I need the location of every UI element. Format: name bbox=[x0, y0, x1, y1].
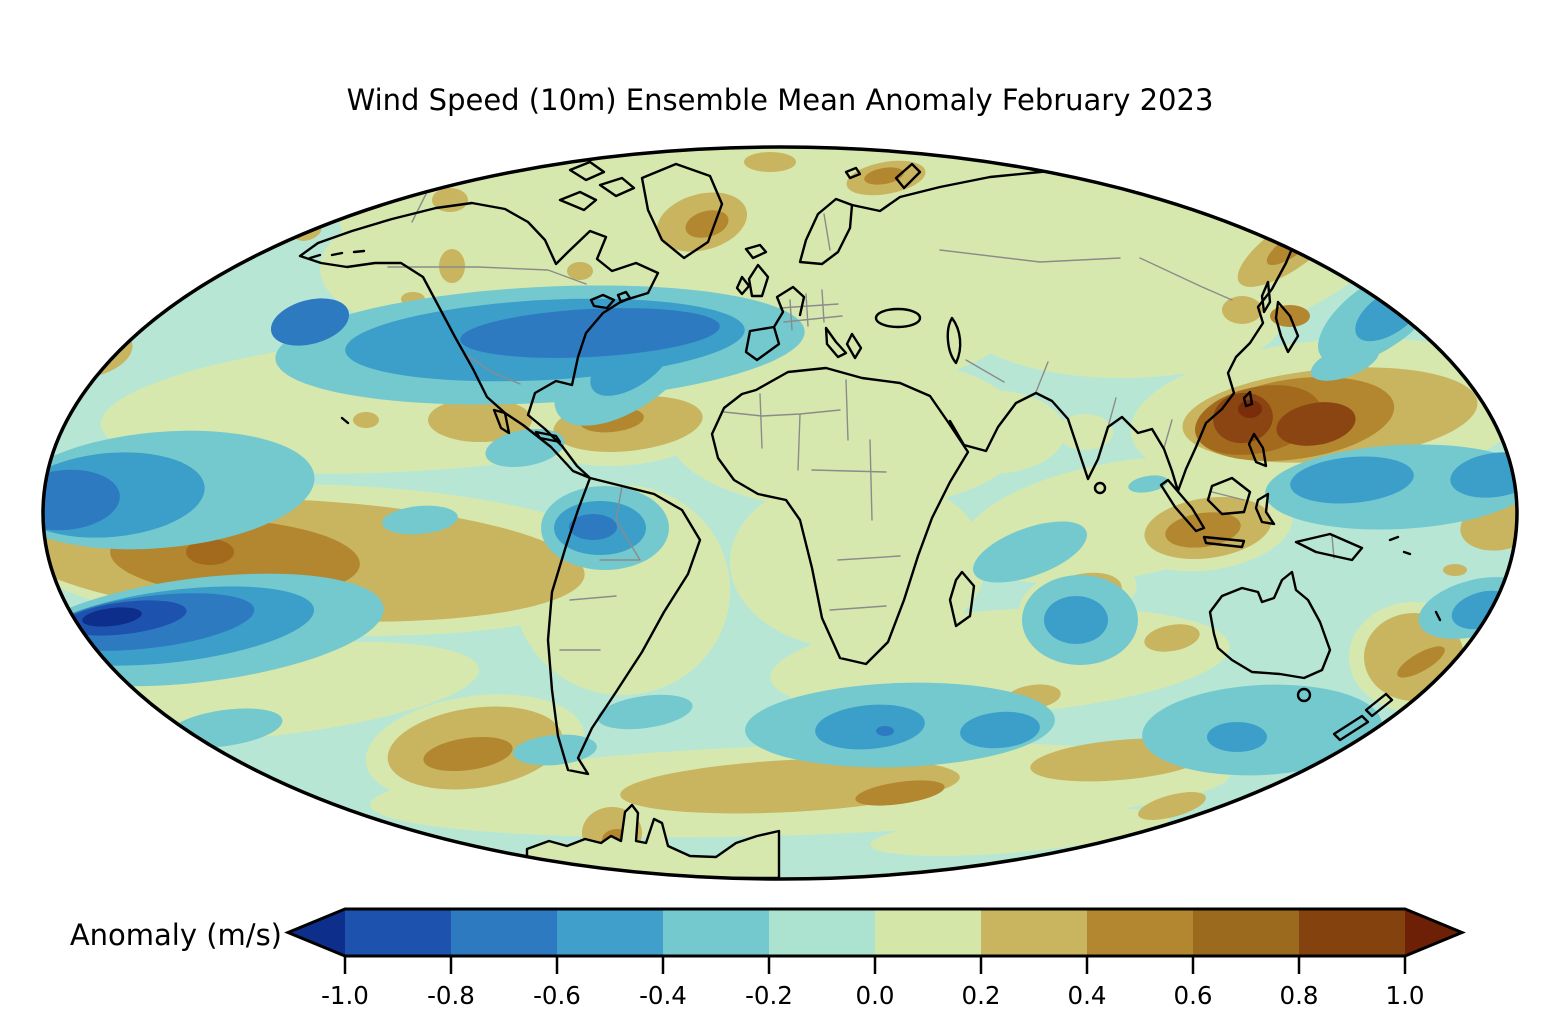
colorbar-segment bbox=[981, 909, 1088, 956]
colorbar-segment bbox=[875, 909, 982, 956]
colorbar-tick-label: 0.0 bbox=[856, 981, 895, 1010]
colorbar-tick-label: -0.8 bbox=[427, 981, 475, 1010]
colorbar-tick-label: 0.6 bbox=[1174, 981, 1213, 1010]
anomaly-blob-m3 bbox=[1207, 722, 1267, 752]
figure-page: Wind Speed (10m) Ensemble Mean Anomaly F… bbox=[0, 0, 1560, 1031]
colorbar-tick-label: 0.8 bbox=[1280, 981, 1319, 1010]
anomaly-blob-p2 bbox=[744, 152, 796, 172]
figure-title: Wind Speed (10m) Ensemble Mean Anomaly F… bbox=[347, 83, 1214, 117]
colorbar-segment bbox=[451, 909, 558, 956]
colorbar-tick-label: 0.2 bbox=[962, 981, 1001, 1010]
colorbar-tick-label: 1.0 bbox=[1386, 981, 1425, 1010]
anomaly-blob-p2 bbox=[439, 249, 465, 283]
anomaly-blob-m3 bbox=[1044, 596, 1108, 644]
wind-anomaly-figure: Wind Speed (10m) Ensemble Mean Anomaly F… bbox=[0, 0, 1560, 1031]
colorbar-tick-label: -1.0 bbox=[321, 981, 369, 1010]
colorbar-segment bbox=[663, 909, 770, 956]
colorbar-over-arrow bbox=[1405, 909, 1462, 956]
colorbar-segment bbox=[769, 909, 876, 956]
colorbar-segment bbox=[1193, 909, 1300, 956]
world-map bbox=[1, 130, 1560, 879]
colorbar-under-arrow bbox=[288, 909, 345, 956]
anomaly-blob-p1 bbox=[915, 390, 1065, 474]
anomaly-blob-p6 bbox=[1238, 400, 1262, 418]
anomaly-blob-p2 bbox=[1222, 296, 1262, 324]
colorbar: Anomaly (m/s) -1.0 -0.8 -0.6 -0.4 -0.2 0.0 0.2… bbox=[70, 909, 1462, 1010]
anomaly-blob-m4 bbox=[876, 726, 894, 736]
anomaly-blob-p1 bbox=[1057, 414, 1113, 450]
colorbar-tick-label: -0.2 bbox=[745, 981, 793, 1010]
colorbar-label: Anomaly (m/s) bbox=[70, 918, 282, 952]
anomaly-blob-p2 bbox=[353, 412, 379, 428]
colorbar-segment bbox=[1087, 909, 1194, 956]
colorbar-segment bbox=[557, 909, 664, 956]
anomaly-blob-p2 bbox=[1443, 564, 1467, 576]
anomaly-blob-p2 bbox=[567, 262, 593, 280]
colorbar-tick-label: -0.4 bbox=[639, 981, 687, 1010]
colorbar-segment bbox=[345, 909, 452, 956]
colorbar-tick-label: 0.4 bbox=[1068, 981, 1107, 1010]
colorbar-tick-label: -0.6 bbox=[533, 981, 581, 1010]
colorbar-segment bbox=[1299, 909, 1406, 956]
